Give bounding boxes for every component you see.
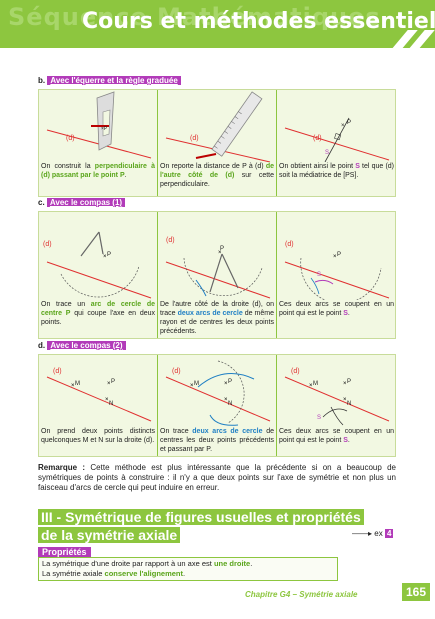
point-label-m: M bbox=[75, 381, 80, 387]
svg-text:×: × bbox=[343, 397, 347, 403]
section-letter: d. bbox=[38, 341, 46, 350]
svg-text:×: × bbox=[190, 383, 194, 389]
point-label-p: P bbox=[228, 379, 232, 385]
step-text-c2: De l'autre côté de la droite (d), on tra… bbox=[160, 301, 274, 335]
point-label-m: M bbox=[313, 381, 318, 387]
point-label-p: P bbox=[337, 252, 341, 258]
circles-intersection-figure: × M × P × N S (d) bbox=[284, 368, 390, 426]
steps-grid-c: × P (d) On trace un arc de cercle de cen… bbox=[38, 211, 396, 339]
point-label-n: N bbox=[109, 401, 113, 407]
arcs-intersection-figure: × P S (d) bbox=[284, 241, 390, 300]
step-cell: × P (d) De l'autre côté de la droite (d)… bbox=[158, 212, 277, 338]
ruler-figure: (d) bbox=[165, 91, 271, 162]
part-title-line1: III - Symétrique de figures usuelles et … bbox=[38, 509, 364, 525]
section-b-heading: b. Avec l'équerre et la règle graduée bbox=[38, 76, 181, 85]
section-title: Avec l'équerre et la règle graduée bbox=[47, 76, 181, 85]
step-text-c1: On trace un arc de cercle de centre P qu… bbox=[41, 301, 156, 326]
point-label-p: P bbox=[347, 379, 351, 385]
line-label: (d) bbox=[43, 241, 52, 248]
arrow-right-icon: ——▸ bbox=[352, 529, 373, 538]
two-circles-figure: × M × P × N (d) bbox=[165, 360, 271, 426]
exercise-reference[interactable]: ——▸ ex 4 bbox=[352, 529, 394, 538]
svg-text:×: × bbox=[71, 383, 75, 389]
chapter-footer: Chapitre G4 – Symétrie axiale bbox=[245, 590, 358, 599]
line-label: (d) bbox=[166, 237, 175, 244]
point-label-m: M bbox=[194, 381, 199, 387]
point-label-p: P bbox=[220, 246, 224, 252]
step-cell: × P S (d) On obtient ainsi le point S te… bbox=[277, 90, 396, 196]
line-label: (d) bbox=[190, 135, 199, 142]
svg-text:×: × bbox=[224, 381, 228, 387]
step-cell: ×P (d) On construit la perpendiculaire à… bbox=[39, 90, 158, 196]
part-heading: III - Symétrique de figures usuelles et … bbox=[38, 509, 378, 545]
two-arcs-figure: × P (d) bbox=[165, 237, 271, 299]
property-line: La symétrique d'une droite par rapport à… bbox=[42, 559, 253, 568]
properties-box: La symétrique d'une droite par rapport à… bbox=[38, 557, 338, 581]
steps-grid-d: × M × P × N (d) On prend deux points dis… bbox=[38, 354, 396, 457]
svg-text:×: × bbox=[105, 397, 109, 403]
point-label-p: P bbox=[107, 252, 111, 258]
remark-label: Remarque : bbox=[38, 463, 86, 472]
svg-text:×: × bbox=[107, 381, 111, 387]
point-label-p: P bbox=[347, 120, 351, 126]
step-text-d1: On prend deux points distincts quelconqu… bbox=[41, 428, 155, 444]
header-background-text: Séquence Mathématiques bbox=[8, 3, 381, 31]
step-cell: × M × P × N (d) On prend deux points dis… bbox=[39, 355, 158, 456]
section-letter: b. bbox=[38, 76, 46, 85]
step-cell: (d) On reporte la distance de P à (d) de… bbox=[158, 90, 277, 196]
remark-text: Cette méthode est plus intéressante que … bbox=[38, 463, 396, 492]
step-text-b2: On reporte la distance de P à (d) de l'a… bbox=[160, 163, 275, 188]
properties-heading: Propriétés bbox=[38, 547, 91, 557]
step-cell: × M × P × N (d) On trace deux arcs de ce… bbox=[158, 355, 277, 456]
svg-text:×: × bbox=[103, 254, 107, 260]
point-label-p: P bbox=[111, 379, 115, 385]
line-label: (d) bbox=[291, 368, 300, 375]
section-c-heading: c. Avec le compas (1) bbox=[38, 198, 126, 207]
svg-text:×: × bbox=[343, 381, 347, 387]
section-title: Avec le compas (1) bbox=[46, 198, 126, 207]
remark-paragraph: Remarque : Cette méthode est plus intére… bbox=[38, 463, 396, 493]
exercise-number: 4 bbox=[384, 529, 394, 538]
svg-text:×: × bbox=[224, 397, 228, 403]
section-d-heading: d. Avec le compas (2) bbox=[38, 341, 126, 350]
svg-text:×: × bbox=[218, 250, 222, 256]
svg-text:×: × bbox=[309, 383, 313, 389]
page-number: 165 bbox=[402, 583, 430, 601]
steps-grid-b: ×P (d) On construit la perpendiculaire à… bbox=[38, 89, 396, 197]
line-label: (d) bbox=[53, 368, 62, 375]
property-line: La symétrie axiale conserve l'alignement… bbox=[42, 569, 186, 578]
step-cell: × P (d) On trace un arc de cercle de cen… bbox=[39, 212, 158, 338]
svg-text:×: × bbox=[341, 123, 345, 129]
svg-text:×: × bbox=[333, 254, 337, 260]
line-label: (d) bbox=[66, 135, 75, 142]
exercise-label: ex bbox=[374, 529, 383, 538]
point-label-s: S bbox=[325, 150, 329, 156]
step-text-c3: Ces deux arcs se coupent en un point qui… bbox=[279, 301, 394, 317]
two-points-figure: × M × P × N (d) bbox=[46, 368, 152, 422]
line-label: (d) bbox=[313, 135, 322, 142]
page-header: Séquence Mathématiques Cours et méthodes… bbox=[0, 0, 435, 48]
step-text-d2: On trace deux arcs de cercle de centres … bbox=[160, 428, 274, 453]
svg-text:×P: ×P bbox=[101, 126, 108, 132]
part-title-line2: de la symétrie axiale bbox=[38, 527, 181, 543]
step-text-d3: Ces deux arcs se coupent en un point qui… bbox=[279, 428, 394, 444]
point-label-n: N bbox=[228, 401, 232, 407]
section-letter: c. bbox=[38, 198, 45, 207]
point-label-n: N bbox=[347, 401, 351, 407]
section-title: Avec le compas (2) bbox=[47, 341, 126, 350]
step-text-b1: On construit la perpendiculaire à (d) pa… bbox=[41, 163, 156, 179]
step-text-b3: On obtient ainsi le point S tel que (d) … bbox=[279, 163, 394, 179]
step-cell: × P S (d) Ces deux arcs se coupent en un… bbox=[277, 212, 396, 338]
page-title: Cours et méthodes essentielles bbox=[82, 9, 435, 34]
line-label: (d) bbox=[172, 368, 181, 375]
line-label: (d) bbox=[285, 241, 294, 248]
symmetric-point-figure: × P S (d) bbox=[284, 117, 390, 162]
point-label-s: S bbox=[317, 415, 321, 421]
compass-arc-figure: × P (d) bbox=[43, 231, 152, 299]
set-square-figure: ×P (d) bbox=[46, 91, 152, 159]
point-label-s: S bbox=[317, 272, 321, 278]
step-cell: × M × P × N S (d) Ces deux arcs se coupe… bbox=[277, 355, 396, 456]
